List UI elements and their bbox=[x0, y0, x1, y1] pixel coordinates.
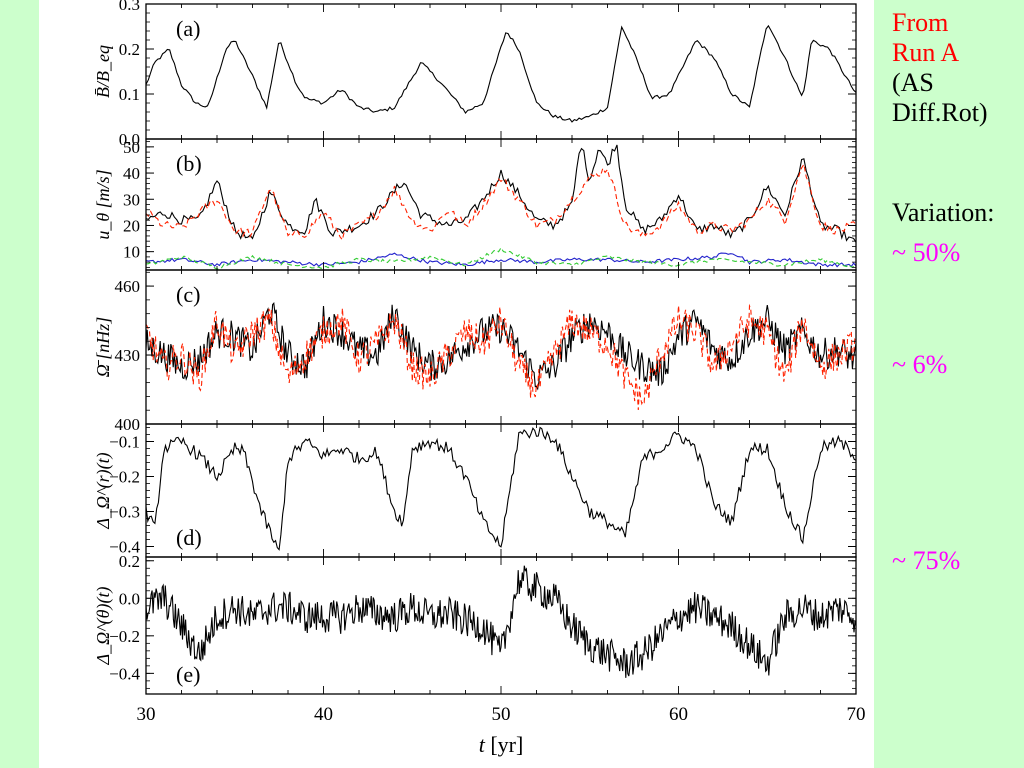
ytick-label: −0.1 bbox=[109, 433, 140, 452]
ytick-label: 10 bbox=[123, 243, 140, 262]
ytick-label: 30 bbox=[123, 190, 140, 209]
panel-e: −0.4 −0.2 0.0 0.2 (e) Δ_Ω^(θ)(t) bbox=[93, 552, 857, 695]
variation-value-d: ~ 75% bbox=[892, 546, 961, 575]
xtick-label: 70 bbox=[847, 704, 866, 725]
ytick-label: −0.3 bbox=[109, 503, 140, 522]
ytick-label: 50 bbox=[123, 138, 140, 157]
ylabel-c: Ω̄ [nHz] bbox=[93, 317, 113, 378]
method-annotation: (AS Diff.Rot) bbox=[892, 68, 1022, 128]
xtick-label: 50 bbox=[492, 704, 511, 725]
ylabel-a: B̄/B_eq bbox=[93, 45, 113, 98]
ylabel-b: u_θ [m/s] bbox=[93, 169, 113, 239]
ylabel-d: Δ_Ω^(r)(t) bbox=[93, 452, 114, 529]
ytick-label: −0.4 bbox=[109, 538, 140, 557]
panel-b: 10 20 30 40 50 (b) u_θ [m/s] bbox=[93, 138, 857, 271]
ytick-label: 40 bbox=[123, 164, 140, 183]
ytick-label: 430 bbox=[115, 346, 141, 365]
series-c-black bbox=[146, 302, 856, 391]
ytick-label: −0.4 bbox=[109, 664, 140, 683]
xlabel: t [yr] bbox=[479, 732, 524, 757]
variation-label: Variation: bbox=[892, 198, 995, 227]
ytick-label: 0.3 bbox=[119, 0, 140, 14]
ytick-label: 20 bbox=[123, 216, 140, 235]
panel-d: −0.4 −0.3 −0.2 −0.1 (d) Δ_Ω^(r)(t) bbox=[93, 423, 857, 558]
panel-frame-a bbox=[145, 3, 857, 140]
ytick-label: 400 bbox=[115, 415, 141, 434]
ylabel-e: Δ_Ω^(θ)(t) bbox=[93, 587, 114, 666]
panel-tag-d: (d) bbox=[176, 525, 202, 550]
ytick-label: 0.1 bbox=[119, 85, 140, 104]
panel-a: 0.0 0.1 0.2 0.3 (a) B̄/B_eq bbox=[93, 0, 857, 149]
variation-value-c: ~ 6% bbox=[892, 350, 948, 379]
panel-tag-b: (b) bbox=[176, 151, 202, 176]
panel-frame-d bbox=[145, 423, 857, 558]
xlabel-unit: [yr] bbox=[490, 732, 523, 757]
stacked-line-charts: 0.0 0.1 0.2 0.3 (a) B̄/B_eq 10 20 30 40 50 (b) u_θ [… bbox=[93, 0, 866, 757]
series-e-black bbox=[146, 565, 856, 678]
panel-tag-e: (e) bbox=[176, 662, 200, 687]
source-line-2: Run A bbox=[892, 38, 960, 67]
panel-c: 400 430 460 (c) Ω̄ [nHz] bbox=[93, 269, 857, 434]
series-d-black bbox=[146, 426, 856, 551]
source-annotation: From Run A bbox=[892, 8, 1022, 68]
xtick-label: 60 bbox=[669, 704, 688, 725]
ytick-label: 460 bbox=[115, 277, 141, 296]
method-line-2: Diff.Rot) bbox=[892, 98, 988, 127]
series-b-red bbox=[146, 162, 856, 241]
ytick-label: 0.2 bbox=[119, 552, 140, 571]
ytick-label: 0.0 bbox=[119, 589, 140, 608]
xtick-label: 40 bbox=[314, 704, 333, 725]
source-line-1: From bbox=[892, 8, 949, 37]
series-a-black bbox=[146, 24, 856, 123]
panel-frame-c bbox=[145, 269, 857, 425]
xlabel-symbol: t bbox=[479, 732, 491, 757]
series-b-blue bbox=[146, 252, 856, 268]
panel-frame-b bbox=[145, 138, 857, 271]
ytick-label: 0.0 bbox=[119, 130, 140, 149]
panel-tag-c: (c) bbox=[176, 282, 200, 307]
ytick-label: −0.2 bbox=[109, 627, 140, 646]
series-b-green bbox=[146, 246, 856, 270]
ytick-label: −0.2 bbox=[109, 468, 140, 487]
panel-frame-e bbox=[145, 556, 857, 695]
xtick-label: 30 bbox=[137, 704, 156, 725]
panel-tag-a: (a) bbox=[176, 16, 200, 41]
series-c-red bbox=[146, 303, 856, 411]
series-b-black bbox=[146, 144, 856, 243]
variation-value-a: ~ 50% bbox=[892, 238, 961, 267]
ytick-label: 0.2 bbox=[119, 40, 140, 59]
method-line-1: (AS bbox=[892, 68, 934, 97]
plot-area: 0.0 0.1 0.2 0.3 (a) B̄/B_eq 10 20 30 40 50 (b) u_θ [… bbox=[39, 0, 874, 768]
